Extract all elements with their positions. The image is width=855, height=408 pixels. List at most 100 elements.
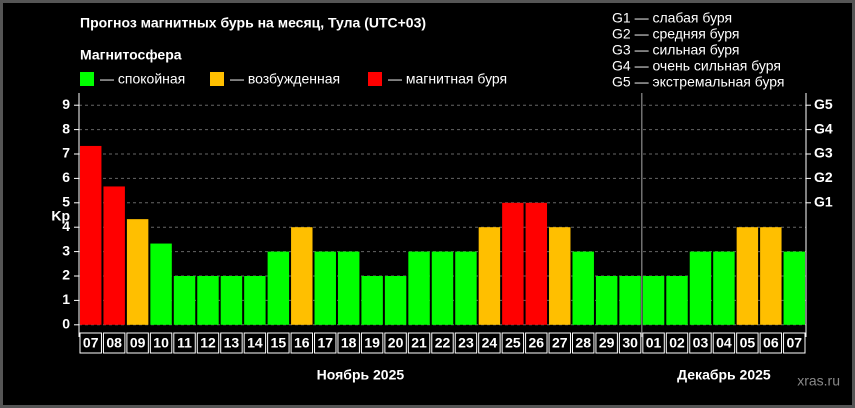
legend-swatch <box>210 72 224 86</box>
x-tick-label: 07 <box>83 335 99 351</box>
x-tick-label: 25 <box>505 335 521 351</box>
watermark: xras.ru <box>797 373 840 389</box>
x-tick-box <box>220 332 243 354</box>
bar <box>314 251 336 325</box>
x-tick-box <box>149 332 173 354</box>
x-tick-box <box>173 332 196 354</box>
x-tick-box <box>431 332 454 354</box>
x-tick-label: 28 <box>575 335 591 351</box>
bar <box>642 276 665 325</box>
x-tick-label: 21 <box>411 335 427 351</box>
y-tick-label: 9 <box>62 96 70 112</box>
x-tick-label: 05 <box>740 335 756 351</box>
x-tick-box <box>665 332 689 354</box>
x-tick-box <box>267 332 290 354</box>
x-tick-box <box>501 332 525 354</box>
x-tick-box <box>548 332 571 354</box>
bar <box>455 251 477 325</box>
x-tick-box <box>571 332 595 354</box>
legend-swatch <box>368 72 382 86</box>
x-tick-label: 03 <box>693 335 709 351</box>
x-tick-box <box>783 332 806 354</box>
x-tick-box <box>712 332 736 354</box>
bar <box>525 202 548 325</box>
y-tick-label: 7 <box>62 145 70 161</box>
y-tick-label: 1 <box>62 291 70 307</box>
x-tick-label: 17 <box>317 335 333 351</box>
x-tick-label: 27 <box>552 335 568 351</box>
x-tick-box <box>337 332 360 354</box>
month-label: Ноябрь 2025 <box>317 367 405 383</box>
x-tick-label: 04 <box>716 335 732 351</box>
x-tick-label: 24 <box>482 335 498 351</box>
bar <box>244 276 266 325</box>
y2-tick-label: G2 <box>814 169 833 185</box>
y-tick-label: 4 <box>62 218 70 234</box>
y2-tick-label: G1 <box>814 194 833 210</box>
x-tick-label: 16 <box>294 335 310 351</box>
bar <box>337 251 360 325</box>
bar <box>103 186 125 325</box>
bar <box>431 251 454 325</box>
x-tick-box <box>79 332 102 354</box>
x-tick-label: 22 <box>435 335 451 351</box>
x-tick-box <box>595 332 618 354</box>
storm-level: G1 — слабая буря <box>612 10 732 26</box>
y-axis-label: Kp <box>51 208 70 224</box>
y2-tick-label: G5 <box>814 96 833 112</box>
bar <box>197 276 219 325</box>
bar <box>619 276 641 325</box>
x-tick-box <box>196 332 220 354</box>
x-tick-label: 10 <box>153 335 169 351</box>
y2-tick-label: G3 <box>814 145 833 161</box>
bar <box>173 276 196 325</box>
x-tick-label: 26 <box>529 335 545 351</box>
x-tick-label: 06 <box>763 335 779 351</box>
x-tick-label: 13 <box>224 335 240 351</box>
bar <box>126 219 149 325</box>
x-tick-box <box>525 332 548 354</box>
bar <box>80 145 102 325</box>
x-tick-label: 07 <box>786 335 802 351</box>
x-tick-box <box>407 332 431 354</box>
x-tick-label: 12 <box>200 335 216 351</box>
storm-level: G4 — очень сильная буря <box>612 58 781 74</box>
bar <box>502 202 524 325</box>
x-tick-box <box>290 332 314 354</box>
bar <box>549 227 571 325</box>
legend-title: Магнитосфера <box>80 47 182 63</box>
month-label: Декабрь 2025 <box>677 367 771 383</box>
storm-level: G2 — средняя буря <box>612 26 739 42</box>
x-tick-box <box>454 332 478 354</box>
x-tick-box <box>384 332 407 354</box>
x-tick-box <box>126 332 149 354</box>
chart-title: Прогноз магнитных бурь на месяц, Тула (U… <box>80 15 426 31</box>
x-tick-box <box>314 332 337 354</box>
x-tick-label: 29 <box>599 335 615 351</box>
legend-swatch <box>80 72 94 86</box>
y-tick-label: 3 <box>62 242 70 258</box>
bar <box>267 251 290 325</box>
y2-tick-label: G4 <box>814 120 833 136</box>
bar <box>478 227 501 325</box>
x-tick-label: 09 <box>130 335 146 351</box>
storm-level: G3 — сильная буря <box>612 42 740 58</box>
x-tick-box <box>243 332 267 354</box>
x-tick-box <box>102 332 126 354</box>
storm-level: G5 — экстремальная буря <box>612 74 785 90</box>
x-tick-label: 15 <box>271 335 287 351</box>
x-tick-box <box>618 332 642 354</box>
x-tick-label: 01 <box>646 335 662 351</box>
x-tick-label: 14 <box>247 335 263 351</box>
bar <box>408 251 430 325</box>
x-tick-box <box>478 332 501 354</box>
x-tick-box <box>736 332 759 354</box>
x-tick-box <box>360 332 384 354</box>
x-tick-label: 20 <box>388 335 404 351</box>
bar <box>361 276 383 325</box>
legend-label: — магнитная буря <box>388 71 507 87</box>
x-tick-label: 11 <box>177 335 192 351</box>
legend-label: — возбужденная <box>230 71 340 87</box>
x-tick-box <box>759 332 783 354</box>
